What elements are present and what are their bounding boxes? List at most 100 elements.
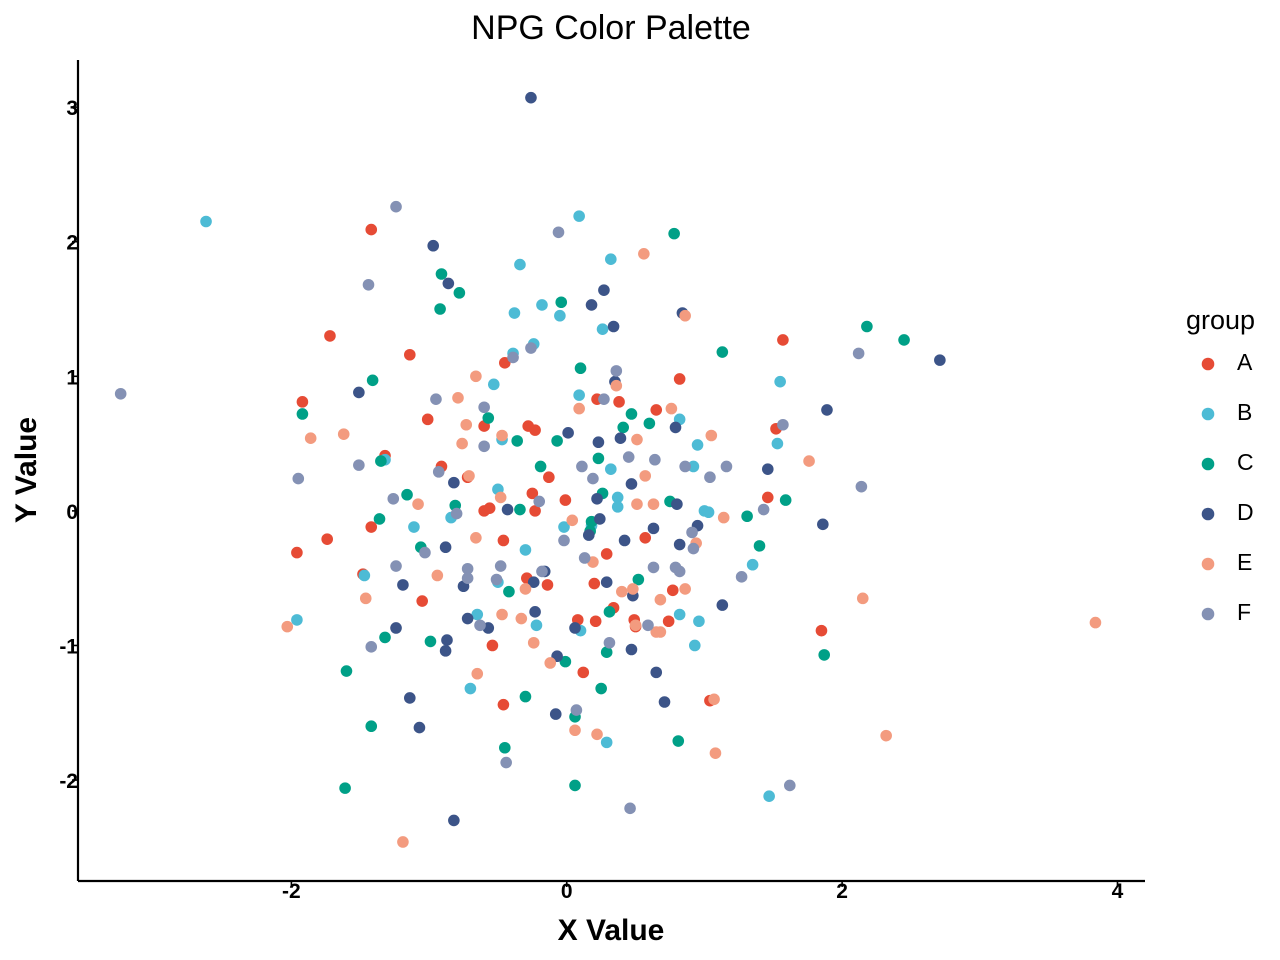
data-point-F bbox=[852, 347, 865, 360]
data-point-A bbox=[589, 615, 602, 628]
data-point-F bbox=[603, 636, 616, 649]
y-axis-ticks: -2 -1 0 1 2 3 bbox=[59, 97, 78, 793]
data-point-B bbox=[573, 210, 585, 222]
data-point-C bbox=[595, 682, 607, 695]
data-point-C bbox=[672, 735, 685, 747]
data-point-F bbox=[610, 365, 623, 377]
data-point-C bbox=[592, 452, 605, 465]
data-point-D bbox=[671, 498, 683, 510]
data-point-C bbox=[555, 296, 568, 309]
data-point-A bbox=[404, 348, 416, 361]
data-point-F bbox=[777, 418, 789, 431]
x-axis-title: X Value bbox=[558, 914, 665, 947]
data-point-C bbox=[339, 782, 351, 794]
data-point-E bbox=[629, 619, 642, 632]
data-point-C bbox=[668, 227, 680, 240]
data-point-C bbox=[499, 741, 511, 754]
data-point-B bbox=[673, 608, 686, 621]
data-point-B bbox=[291, 614, 303, 626]
data-point-D bbox=[591, 492, 603, 505]
data-point-B bbox=[611, 491, 624, 504]
data-point-F bbox=[430, 393, 442, 405]
data-point-E bbox=[452, 392, 464, 404]
data-point-D bbox=[448, 814, 460, 827]
legend-key-D bbox=[1201, 507, 1215, 521]
legend-label-B: B bbox=[1237, 399, 1252, 425]
data-point-F bbox=[533, 495, 546, 508]
data-point-C bbox=[753, 540, 766, 552]
data-point-B bbox=[464, 682, 477, 695]
x-tick-label: 0 bbox=[561, 880, 573, 903]
data-point-F bbox=[570, 704, 583, 716]
data-point-F bbox=[679, 460, 691, 473]
data-point-B bbox=[600, 736, 613, 749]
data-point-D bbox=[461, 612, 474, 625]
data-point-E bbox=[496, 608, 508, 621]
data-point-D bbox=[448, 476, 460, 489]
data-point-E bbox=[591, 728, 603, 741]
data-point-D bbox=[716, 599, 729, 611]
x-tick-label: 2 bbox=[836, 880, 848, 903]
data-point-E bbox=[431, 569, 444, 582]
data-point-F bbox=[478, 401, 490, 414]
data-point-E bbox=[1089, 616, 1102, 629]
data-point-D bbox=[593, 513, 606, 525]
legend-label-A: A bbox=[1237, 349, 1253, 375]
data-point-C bbox=[366, 374, 379, 387]
data-point-A bbox=[483, 502, 496, 514]
data-point-A bbox=[416, 595, 428, 607]
data-point-C bbox=[434, 303, 446, 315]
data-point-B bbox=[554, 309, 566, 322]
data-point-E bbox=[470, 531, 482, 544]
data-point-C bbox=[861, 320, 873, 333]
data-point-B bbox=[508, 307, 521, 319]
data-point-B bbox=[693, 615, 705, 628]
y-tick-label: 0 bbox=[66, 501, 78, 524]
data-point-F bbox=[735, 571, 748, 583]
data-point-D bbox=[442, 277, 455, 290]
data-point-D bbox=[821, 404, 833, 416]
data-point-C bbox=[559, 655, 572, 668]
data-point-E bbox=[665, 402, 678, 415]
data-point-C bbox=[435, 268, 448, 280]
data-point-B bbox=[771, 437, 784, 450]
data-point-A bbox=[296, 396, 309, 408]
data-point-D bbox=[669, 421, 682, 434]
data-point-D bbox=[404, 692, 416, 704]
data-point-D bbox=[614, 432, 627, 444]
data-point-E bbox=[880, 729, 892, 742]
data-point-F bbox=[686, 526, 698, 539]
data-point-F bbox=[649, 453, 661, 466]
data-point-E bbox=[470, 370, 482, 383]
data-point-E bbox=[639, 470, 652, 482]
data-point-C bbox=[511, 435, 523, 447]
data-point-C bbox=[365, 720, 378, 733]
data-point-E bbox=[627, 583, 639, 595]
data-point-B bbox=[519, 544, 532, 556]
data-point-C bbox=[375, 455, 387, 467]
data-point-A bbox=[600, 548, 613, 560]
data-point-F bbox=[450, 507, 463, 520]
data-point-F bbox=[855, 480, 868, 493]
data-point-E bbox=[569, 724, 581, 737]
data-point-E bbox=[631, 433, 643, 446]
data-point-B bbox=[605, 253, 617, 265]
data-point-E bbox=[679, 583, 691, 595]
data-point-F bbox=[673, 565, 686, 578]
data-point-E bbox=[610, 379, 623, 392]
data-point-C bbox=[625, 408, 638, 420]
data-point-F bbox=[622, 451, 635, 463]
data-point-D bbox=[647, 522, 660, 535]
x-axis-ticks: -2 0 2 4 bbox=[282, 880, 1124, 903]
data-point-E bbox=[544, 657, 557, 669]
data-points bbox=[114, 91, 1102, 848]
data-point-A bbox=[526, 487, 539, 500]
data-point-F bbox=[292, 472, 305, 485]
data-point-C bbox=[453, 287, 466, 299]
data-point-D bbox=[501, 503, 514, 516]
data-point-D bbox=[549, 708, 562, 720]
data-point-C bbox=[482, 412, 495, 424]
data-point-D bbox=[527, 576, 540, 589]
data-point-C bbox=[379, 631, 391, 644]
data-point-C bbox=[551, 435, 563, 447]
